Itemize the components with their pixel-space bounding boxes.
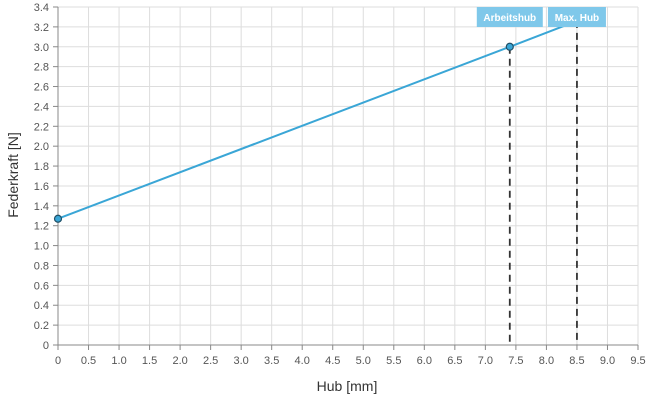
- annotation-label-box: [547, 7, 606, 27]
- y-tick-label: 3.4: [34, 2, 49, 14]
- axes: [53, 6, 639, 350]
- x-tick-label: 0.5: [81, 355, 96, 367]
- y-tick-label: 3.0: [34, 42, 49, 54]
- series-line: [57, 19, 578, 220]
- x-tick-label: 1.5: [142, 355, 157, 367]
- x-tick-label: 7.0: [478, 355, 493, 367]
- y-tick-label: 2.8: [34, 62, 49, 74]
- y-tick-label: 2.2: [34, 121, 49, 133]
- y-tick-label: 1.8: [34, 161, 49, 173]
- y-tick-label: 0.8: [34, 260, 49, 272]
- y-tick-label: 1.2: [34, 221, 49, 233]
- y-tick-label: 0.6: [34, 280, 49, 292]
- y-tick-label: 1.0: [34, 241, 49, 253]
- x-tick-label: 5.5: [386, 355, 401, 367]
- y-tick-label: 2.0: [34, 141, 49, 153]
- x-tick-label: 2.5: [203, 355, 218, 367]
- y-tick-label: 0.2: [34, 320, 49, 332]
- x-tick-label: 9.5: [630, 355, 645, 367]
- x-tick-label: 7.5: [508, 355, 523, 367]
- annotation-label: Arbeitshub: [483, 13, 536, 24]
- y-tick-label: 2.4: [34, 101, 49, 113]
- y-tick-label: 1.6: [34, 181, 49, 193]
- annotation-labels: Arbeitshub Max. Hub: [476, 7, 606, 27]
- x-tick-label: 2.0: [172, 355, 187, 367]
- y-tick-label: 0.4: [34, 300, 49, 312]
- x-tick-label: 0: [55, 355, 61, 367]
- x-tick-label: 9.0: [600, 355, 615, 367]
- x-tick-label: 8.5: [569, 355, 584, 367]
- y-tick-label: 2.6: [34, 82, 49, 94]
- annotation-label: Max. Hub: [555, 13, 599, 24]
- x-tick-labels: 0 0.5 1.0 1.5 2.0 2.5 3.0 3.5 4.0 4.5 5.0 5.5 6.0 6.5…: [55, 355, 646, 367]
- x-tick-label: 4.5: [325, 355, 340, 367]
- annotation-label-box: [476, 7, 543, 27]
- x-tick-label: 3.5: [264, 355, 279, 367]
- y-axis-label: Federkraft [N]: [5, 132, 21, 218]
- x-tick-label: 8.0: [539, 355, 554, 367]
- y-tick-label: 3.2: [34, 22, 49, 34]
- x-tick-label: 1.0: [111, 355, 126, 367]
- x-tick-label: 5.0: [356, 355, 371, 367]
- data-series: [57, 19, 578, 220]
- x-tick-label: 3.0: [234, 355, 249, 367]
- data-point: [505, 42, 514, 51]
- x-tick-label: 6.0: [417, 355, 432, 367]
- y-tick-label: 0: [43, 340, 49, 352]
- x-tick-label: 4.0: [295, 355, 310, 367]
- grid-lines: [57, 6, 639, 346]
- y-tick-labels: 0 0.2 0.4 0.6 0.8 1.0 1.2 1.4 1.6 1.8 2.0 2.2 2.4 2.6…: [34, 2, 49, 352]
- x-tick-label: 6.5: [447, 355, 462, 367]
- x-axis-label: Hub [mm]: [317, 378, 378, 394]
- annotation-lines: [508, 20, 578, 345]
- y-tick-label: 1.4: [34, 201, 49, 213]
- data-point: [53, 214, 63, 223]
